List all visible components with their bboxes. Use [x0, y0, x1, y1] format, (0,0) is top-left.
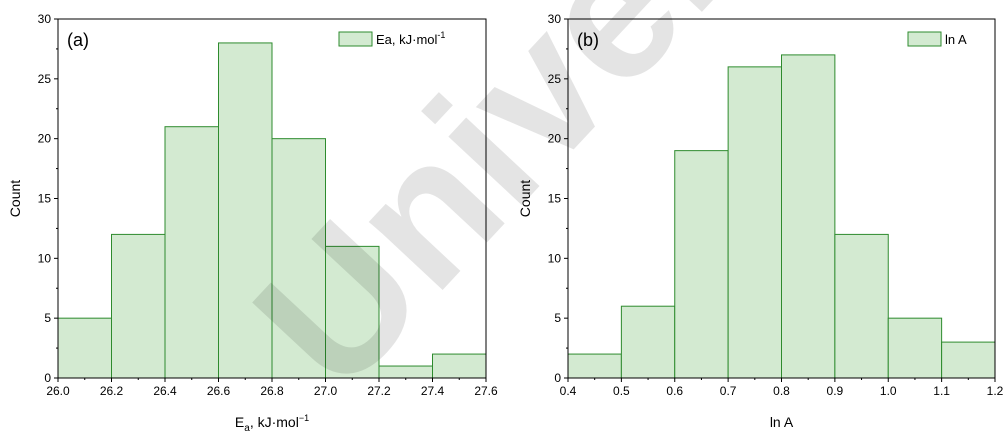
y-tick-label: 15 [38, 192, 52, 206]
legend-swatch [338, 31, 373, 47]
x-tick-label: 26.8 [260, 384, 284, 398]
y-tick-label: 25 [548, 72, 562, 86]
x-tick-label: 27.2 [367, 384, 391, 398]
y-tick-label: 5 [554, 311, 561, 325]
histogram-bar [620, 305, 676, 379]
label-superscript: −1 [299, 413, 309, 423]
y-axis-label: Count [517, 180, 533, 217]
histogram-bar [781, 54, 836, 379]
y-tick-label: 25 [38, 72, 52, 86]
histogram-bar [941, 341, 996, 379]
label-superscript: -1 [437, 30, 445, 40]
y-tick-label: 20 [548, 132, 562, 146]
histogram-bar [218, 42, 273, 379]
panel-label: (a) [67, 30, 89, 50]
histogram-bar [674, 150, 729, 379]
x-tick-label: 27.6 [474, 384, 498, 398]
x-tick-label: 1.1 [933, 384, 950, 398]
x-axis-label: Ea, kJ·mol−1 [235, 413, 309, 432]
legend-label: Ea, kJ·mol-1 [376, 30, 445, 47]
x-tick-label: 26.0 [46, 384, 70, 398]
y-tick-label: 0 [44, 371, 51, 385]
histogram-bar [887, 317, 943, 379]
y-tick-label: 0 [554, 371, 561, 385]
x-tick-label: 0.9 [827, 384, 844, 398]
x-tick-label: 0.5 [613, 384, 630, 398]
histogram-bar [567, 353, 622, 379]
y-tick-label: 20 [38, 132, 52, 146]
legend-label: ln A [945, 32, 967, 47]
y-tick-label: 10 [38, 251, 52, 265]
x-tick-label: 0.6 [666, 384, 683, 398]
x-tick-label: 0.4 [560, 384, 577, 398]
x-tick-label: 0.8 [773, 384, 790, 398]
y-axis-label: Count [7, 180, 23, 217]
label-text: E [235, 414, 244, 430]
panel-b: 0.4 0.5 0.6 0.7 0.8 0.9 1.0 1.1 1.2 0 5 10 15 20 25 30 (… [517, 12, 1004, 430]
histogram-bar [57, 317, 112, 379]
x-tick-label: 26.4 [153, 384, 177, 398]
x-tick-label: 27.4 [421, 384, 445, 398]
y-tick-label: 5 [44, 311, 51, 325]
legend-swatch [907, 31, 942, 47]
x-tick-label: 26.6 [207, 384, 231, 398]
label-text: Ea, kJ·mol [376, 32, 438, 47]
x-tick-label: 26.2 [100, 384, 124, 398]
histogram-bar [271, 138, 326, 379]
x-tick-label: 27.0 [314, 384, 338, 398]
label-subscript: a [244, 423, 250, 432]
label-text-rest: , kJ·mol [250, 414, 299, 430]
y-tick-label: 30 [38, 12, 52, 26]
label-text: ln A [945, 32, 967, 47]
x-tick-label: 1.2 [987, 384, 1004, 398]
x-axis-label: ln A [770, 414, 794, 430]
x-tick-label: 0.7 [720, 384, 737, 398]
histogram-bar [727, 66, 782, 379]
y-tick-label: 30 [548, 12, 562, 26]
panel-label: (b) [577, 30, 599, 50]
histogram-bar [834, 233, 889, 379]
panel-a: 26.0 26.2 26.4 26.6 26.8 27.0 27.2 27.4 27.6 0 5 10… [7, 12, 498, 434]
label-text: ln A [770, 414, 794, 430]
histogram-bar [325, 245, 380, 379]
histogram-bar [164, 126, 219, 379]
y-tick-label: 15 [548, 192, 562, 206]
x-tick-label: 1.0 [880, 384, 897, 398]
histogram-bar [111, 233, 166, 379]
y-tick-label: 10 [548, 251, 562, 265]
histogram-bar [432, 353, 487, 379]
